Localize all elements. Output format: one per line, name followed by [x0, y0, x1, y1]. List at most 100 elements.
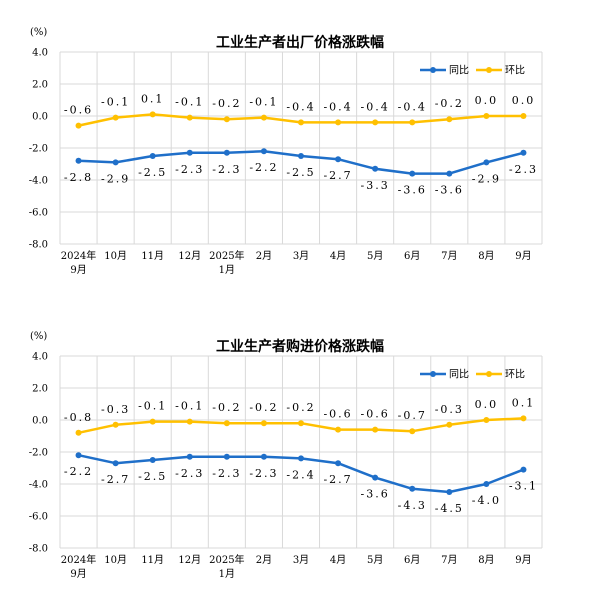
purchase-mom-data-label: -0.3 — [101, 403, 130, 416]
output-y-tick-label: -2.0 — [29, 144, 48, 155]
output-x-tick-label: 2月 — [256, 250, 272, 262]
purchase-legend-mom-marker — [486, 371, 492, 377]
output-yoy-point — [260, 148, 267, 155]
output-mom-data-label: -0.1 — [101, 96, 130, 109]
output-mom-point — [298, 119, 304, 126]
output-x-tick-label: 2024年 — [61, 249, 96, 262]
output-yoy-point — [372, 165, 379, 172]
purchase-mom-point — [186, 418, 193, 425]
output-yoy-data-label: -2.3 — [175, 163, 204, 176]
purchase-x-tick-label: 11月 — [141, 554, 164, 566]
output-yoy-point — [409, 170, 416, 177]
purchase-mom-point — [483, 417, 490, 423]
output-yoy-data-label: -2.9 — [472, 172, 501, 185]
purchase-yoy-point — [223, 453, 230, 460]
purchase-x-tick-label: 9月 — [70, 568, 86, 580]
output-y-tick-label: 4.0 — [32, 48, 48, 59]
output-gridlines — [59, 51, 543, 245]
output-mom-data-label: -0.1 — [175, 96, 204, 109]
purchase-x-tick-label: 7月 — [441, 554, 457, 566]
purchase-mom-data-label: -0.8 — [64, 411, 93, 424]
output-mom-data-label: -0.4 — [323, 100, 352, 113]
purchase-yoy-data-label: -4.0 — [472, 494, 501, 507]
purchase-yoy-point — [75, 452, 82, 459]
purchase-yoy-data-label: -2.3 — [249, 467, 278, 480]
purchase-mom-point — [446, 421, 453, 428]
output-legend-yoy-label: 同比 — [449, 65, 469, 77]
purchase-x-tick-label: 2月 — [256, 554, 272, 566]
purchase-x-tick-label: 10月 — [104, 554, 127, 566]
output-mom-point — [372, 119, 379, 126]
output-mom-point — [446, 116, 453, 123]
output-y-unit: (%) — [30, 27, 47, 38]
purchase-yoy-point — [260, 453, 267, 460]
output-mom-point — [260, 114, 267, 121]
purchase-gridlines — [59, 355, 543, 549]
purchase-y-tick-label: 0.0 — [32, 416, 48, 427]
output-mom-data-label: -0.2 — [435, 97, 464, 110]
output-x-tick-label: 2025年 — [209, 249, 244, 262]
purchase-yoy-data-label: -3.1 — [509, 480, 538, 493]
purchase-mom-point — [335, 426, 342, 433]
output-mom-point — [149, 111, 156, 118]
output-yoy-point — [335, 156, 342, 163]
purchase-y-unit: (%) — [30, 331, 47, 342]
purchase-yoy-data-label: -2.7 — [101, 473, 130, 486]
output-mom-data-label: -0.4 — [361, 100, 390, 113]
purchase-x-tick-label: 12月 — [178, 554, 201, 566]
purchase-yoy-point — [298, 455, 304, 462]
purchase-legend: 同比 环比 — [420, 369, 525, 381]
output-mom-point — [409, 119, 416, 126]
purchase-mom-data-label: -0.7 — [398, 409, 427, 422]
output-mom-data-label: 0.1 — [141, 92, 165, 105]
output-yoy-point — [446, 170, 453, 177]
purchase-mom-data-label: -0.3 — [435, 403, 464, 416]
output-mom-point — [520, 113, 527, 119]
purchase-y-tick-label: -6.0 — [29, 512, 48, 523]
output-mom-data-label: -0.6 — [64, 104, 93, 117]
output-legend-yoy-marker — [430, 67, 436, 73]
purchase-mom-point — [520, 415, 527, 422]
ppi-output-chart-svg: 工业生产者出厂价格涨跌幅 (%) 4.0 2.0 0.0 -2.0 -4.0 -6.0 -8.0… — [29, 27, 543, 276]
output-yoy-point — [112, 159, 119, 166]
purchase-mom-data-label: 0.0 — [475, 398, 499, 411]
purchase-yoy-point — [112, 460, 119, 467]
output-legend-mom-marker — [486, 67, 492, 73]
purchase-mom-point — [223, 420, 230, 427]
purchase-x-tick-label: 5月 — [367, 554, 383, 566]
output-mom-data-label: -0.2 — [212, 97, 241, 110]
ppi-purchase-chart: 工业生产者购进价格涨跌幅 (%) 4.0 2.0 0.0 -2.0 -4.0 -6.0 -8.0… — [0, 318, 600, 589]
purchase-x-tick-label: 4月 — [330, 554, 346, 566]
purchase-yoy-point — [483, 481, 490, 487]
output-legend-mom-label: 环比 — [505, 65, 525, 77]
output-mom-data-label: 0.0 — [475, 94, 499, 107]
output-mom-point — [335, 119, 342, 126]
output-x-tick-label: 5月 — [367, 250, 383, 262]
purchase-chart-title: 工业生产者购进价格涨跌幅 — [216, 338, 384, 355]
purchase-yoy-data-label: -2.2 — [64, 465, 93, 478]
output-x-tick-label: 6月 — [404, 250, 420, 262]
purchase-yoy-data-label: -2.3 — [175, 467, 204, 480]
output-yoy-point — [298, 153, 304, 159]
purchase-mom-data-label: -0.6 — [323, 408, 352, 421]
purchase-y-tick-label: -8.0 — [29, 544, 48, 555]
purchase-legend-yoy-marker — [430, 371, 436, 377]
output-yoy-point — [186, 149, 193, 156]
purchase-yoy-data-label: -2.3 — [212, 467, 241, 480]
purchase-yoy-point — [446, 489, 453, 495]
output-x-tick-label: 9月 — [70, 264, 86, 276]
purchase-mom-data-label: 0.1 — [512, 396, 536, 409]
purchase-x-tick-label: 3月 — [293, 554, 309, 566]
output-x-tick-label: 12月 — [178, 250, 201, 262]
output-x-tick-label: 7月 — [441, 250, 457, 262]
purchase-yoy-data-label: -2.5 — [138, 470, 167, 483]
output-mom-data-label: -0.4 — [398, 100, 427, 113]
purchase-x-tick-label: 8月 — [478, 554, 494, 566]
output-yoy-data-label: -3.6 — [435, 184, 464, 197]
purchase-y-tick-label: 4.0 — [32, 352, 48, 363]
output-yoy-data-label: -2.8 — [64, 171, 93, 184]
output-yoy-point — [520, 149, 527, 156]
purchase-y-tick-label: -2.0 — [29, 448, 48, 459]
output-y-tick-label: 2.0 — [32, 80, 48, 91]
output-yoy-data-label: -2.2 — [249, 161, 278, 174]
